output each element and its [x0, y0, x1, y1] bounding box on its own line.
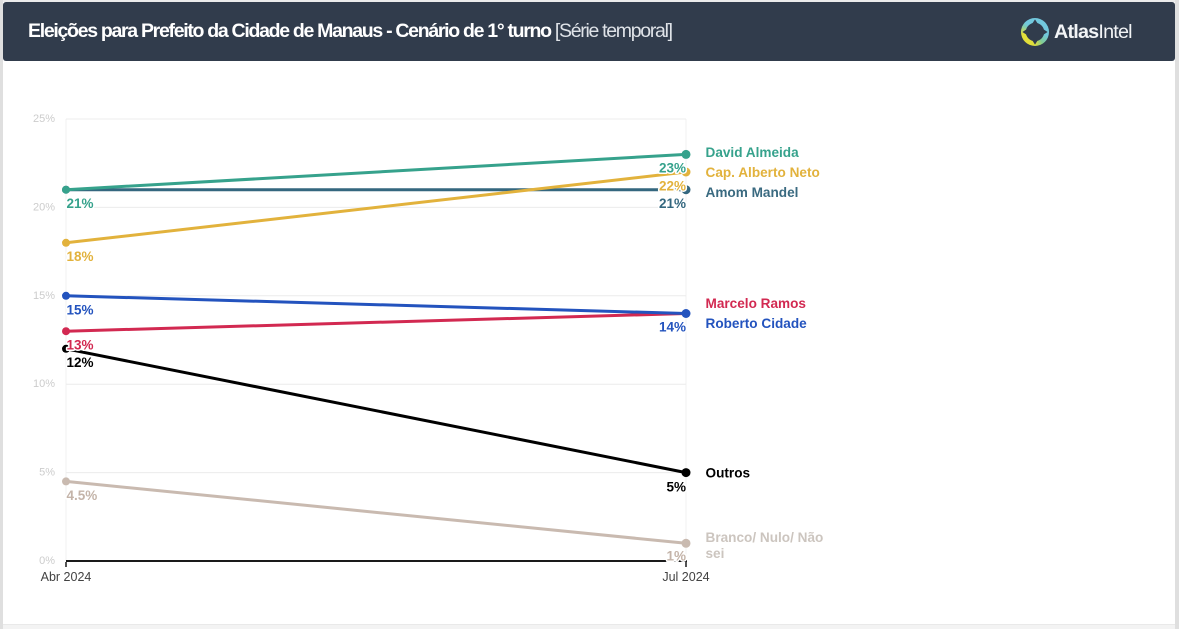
svg-text:21%: 21%	[67, 196, 94, 211]
svg-text:0%: 0%	[39, 555, 55, 567]
svg-text:21%: 21%	[659, 196, 686, 211]
svg-text:David Almeida: David Almeida	[706, 145, 800, 160]
svg-text:23%: 23%	[659, 161, 686, 176]
svg-text:22%: 22%	[659, 179, 686, 194]
svg-text:Abr 2024: Abr 2024	[41, 570, 92, 584]
svg-text:Roberto Cidade: Roberto Cidade	[706, 316, 808, 331]
svg-text:Jul 2024: Jul 2024	[662, 570, 709, 584]
svg-text:Amom Mandel: Amom Mandel	[706, 185, 799, 200]
svg-text:Marcelo Ramos: Marcelo Ramos	[706, 296, 806, 311]
svg-text:5%: 5%	[39, 467, 55, 479]
svg-text:4.5%: 4.5%	[67, 488, 98, 503]
svg-text:5%: 5%	[666, 480, 686, 495]
svg-text:20%: 20%	[33, 201, 55, 213]
svg-text:15%: 15%	[67, 303, 94, 318]
svg-text:12%: 12%	[67, 355, 94, 370]
svg-text:1%: 1%	[666, 549, 686, 564]
svg-text:Cap. Alberto Neto: Cap. Alberto Neto	[706, 165, 820, 180]
svg-text:14%: 14%	[659, 320, 686, 335]
svg-text:10%: 10%	[33, 378, 55, 390]
svg-text:sei: sei	[706, 546, 725, 561]
svg-text:13%: 13%	[67, 338, 94, 353]
svg-text:15%: 15%	[33, 290, 55, 302]
svg-text:Outros: Outros	[706, 466, 751, 481]
svg-text:18%: 18%	[67, 249, 94, 264]
svg-text:25%: 25%	[33, 113, 55, 125]
svg-text:Branco/ Nulo/ Não: Branco/ Nulo/ Não	[706, 530, 824, 545]
